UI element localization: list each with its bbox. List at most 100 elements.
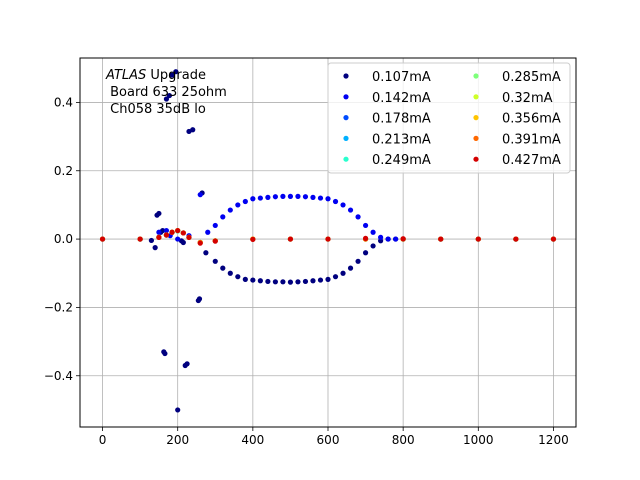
annotation-line-2: Board 633 25ohm — [106, 85, 227, 100]
data-point — [340, 202, 346, 208]
data-point — [180, 230, 186, 236]
data-point — [156, 234, 162, 240]
legend-marker — [343, 73, 349, 79]
data-point — [355, 214, 361, 220]
legend-marker — [473, 115, 479, 121]
data-point — [220, 265, 226, 271]
data-point — [163, 232, 170, 238]
data-point — [99, 236, 106, 242]
data-point — [190, 127, 196, 133]
data-point — [203, 250, 209, 256]
data-point — [280, 279, 286, 285]
data-point — [347, 207, 354, 213]
x-tick-label: 600 — [317, 433, 340, 447]
data-point — [175, 407, 181, 413]
data-point — [340, 270, 346, 276]
legend-label: 0.249mA — [372, 153, 431, 168]
legend-label: 0.142mA — [372, 91, 431, 106]
data-point — [385, 236, 391, 242]
data-point — [196, 296, 203, 302]
y-axis: −0.4 −0.2 0.0 0.2 0.4 — [44, 95, 80, 383]
legend-marker — [343, 156, 349, 162]
legend-label: 0.178mA — [372, 112, 431, 127]
data-point — [166, 92, 173, 99]
legend-marker — [343, 115, 349, 121]
data-point — [235, 274, 241, 280]
data-point — [162, 350, 168, 357]
x-axis: 0 200 400 600 800 1000 1200 — [99, 427, 569, 447]
data-point — [175, 236, 181, 242]
data-point — [173, 69, 179, 75]
data-point — [220, 214, 226, 220]
data-point — [242, 276, 248, 282]
data-point — [310, 194, 316, 200]
y-tick-label: −0.4 — [44, 369, 73, 383]
data-points — [99, 69, 557, 413]
annotation-line-1: ATLAS Upgrade — [105, 68, 206, 83]
data-point — [137, 236, 143, 242]
data-point — [163, 227, 170, 234]
data-point — [370, 243, 376, 249]
legend-label: 0.356mA — [502, 112, 561, 127]
x-tick-label: 400 — [241, 433, 264, 447]
data-point — [325, 236, 331, 242]
legend-label: 0.107mA — [372, 70, 431, 85]
data-point — [184, 361, 190, 367]
data-point — [175, 227, 181, 234]
data-point — [287, 279, 294, 285]
legend-marker — [343, 94, 349, 100]
data-point — [197, 192, 203, 198]
data-point — [242, 198, 248, 205]
series-9 — [99, 227, 557, 246]
data-point — [513, 236, 519, 242]
data-point — [212, 222, 218, 229]
data-point — [362, 235, 369, 241]
series-1 — [99, 192, 557, 242]
data-point — [212, 238, 218, 244]
x-tick-label: 200 — [166, 433, 189, 447]
annotation-upgrade: Upgrade — [146, 68, 206, 83]
data-point — [197, 240, 203, 246]
data-point — [332, 198, 339, 205]
legend: 0.107mA 0.142mA 0.178mA 0.213mA 0.249mA 0.285… — [327, 62, 571, 174]
legend-marker — [473, 94, 479, 100]
data-point — [332, 274, 339, 280]
data-point — [393, 236, 399, 242]
data-point — [280, 193, 286, 199]
data-point — [265, 278, 271, 285]
data-point — [169, 72, 175, 78]
data-point — [400, 236, 406, 242]
data-point — [250, 196, 256, 202]
data-point — [287, 236, 294, 242]
data-point — [272, 194, 278, 200]
data-point — [250, 277, 256, 283]
data-point — [205, 229, 211, 235]
data-point — [227, 207, 233, 213]
data-point — [156, 229, 162, 235]
data-point — [180, 239, 186, 246]
data-point — [317, 195, 324, 201]
data-point — [287, 193, 294, 199]
annotation-atlas: ATLAS — [105, 68, 146, 83]
data-point — [302, 194, 309, 200]
data-point — [438, 236, 444, 242]
data-point — [475, 236, 481, 242]
y-tick-label: −0.2 — [44, 300, 73, 314]
x-tick-label: 0 — [99, 433, 107, 447]
data-point — [370, 229, 376, 235]
data-point — [317, 277, 324, 283]
annotation: ATLAS Upgrade Board 633 25ohm Ch058 35dB… — [105, 68, 227, 117]
x-tick-label: 1200 — [538, 433, 569, 447]
data-point — [169, 229, 175, 235]
data-point — [355, 258, 361, 264]
legend-label: 0.285mA — [502, 70, 561, 85]
data-point — [550, 236, 557, 242]
y-tick-label: 0.0 — [54, 232, 73, 246]
data-point — [156, 210, 162, 217]
data-point — [152, 245, 158, 251]
annotation-line-3: Ch058 35dB lo — [106, 102, 206, 117]
data-point — [265, 194, 271, 200]
data-point — [186, 234, 192, 240]
legend-box — [327, 62, 571, 174]
y-tick-label: 0.4 — [54, 95, 73, 109]
